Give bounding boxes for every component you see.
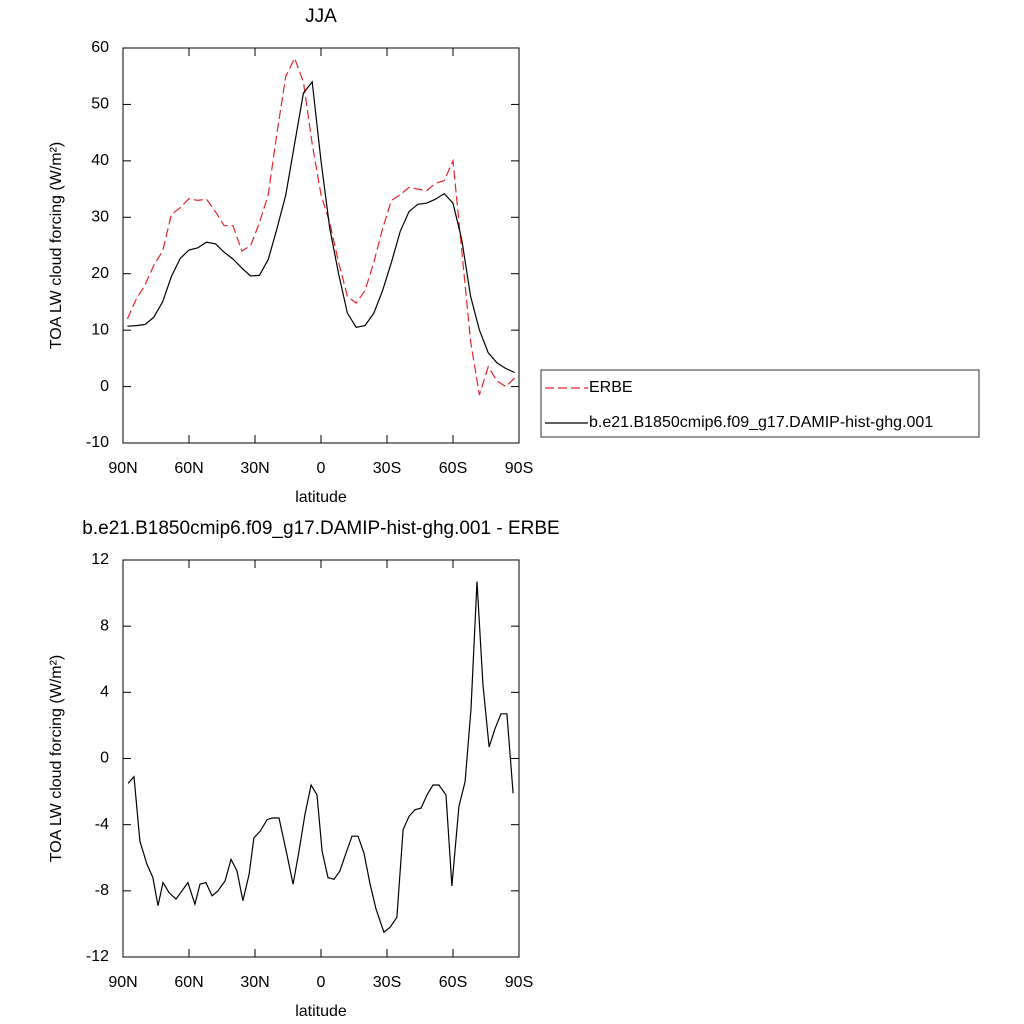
x-tick-label: 90N bbox=[108, 974, 137, 991]
plot-frame bbox=[122, 47, 520, 444]
x-tick-label: 90S bbox=[505, 974, 533, 991]
y-axis-label: TOA LW cloud forcing (W/m²) bbox=[48, 655, 65, 862]
x-axis-label: latitude bbox=[295, 489, 347, 506]
y-tick-label: -12 bbox=[86, 948, 109, 965]
y-tick-label: -4 bbox=[95, 816, 109, 833]
legend-label: b.e21.B1850cmip6.f09_g17.DAMIP-hist-ghg.… bbox=[589, 414, 933, 431]
x-tick-label: 30N bbox=[240, 460, 269, 477]
y-tick-label: -10 bbox=[86, 434, 109, 451]
y-tick-label: 12 bbox=[91, 551, 109, 568]
x-tick-label: 60N bbox=[174, 974, 203, 991]
x-tick-label: 60S bbox=[439, 460, 467, 477]
y-axis-label: TOA LW cloud forcing (W/m²) bbox=[48, 142, 65, 349]
chart-title: b.e21.B1850cmip6.f09_g17.DAMIP-hist-ghg.… bbox=[82, 518, 559, 539]
series-line bbox=[127, 80, 515, 374]
y-tick-label: 4 bbox=[100, 684, 109, 701]
x-tick-label: 60S bbox=[439, 974, 467, 991]
y-tick-label: 0 bbox=[100, 750, 109, 767]
plot-frame bbox=[122, 559, 520, 958]
series-line bbox=[127, 581, 514, 934]
series-line bbox=[126, 56, 516, 396]
y-tick-label: 10 bbox=[91, 321, 109, 338]
x-tick-label: 90N bbox=[108, 460, 137, 477]
x-tick-label: 30S bbox=[373, 460, 401, 477]
x-tick-label: 90S bbox=[505, 460, 533, 477]
y-tick-label: 50 bbox=[91, 96, 109, 113]
x-tick-label: 30N bbox=[240, 974, 269, 991]
x-tick-label: 30S bbox=[373, 974, 401, 991]
y-tick-label: 0 bbox=[100, 378, 109, 395]
x-tick-label: 60N bbox=[174, 460, 203, 477]
x-axis-label: latitude bbox=[295, 1003, 347, 1020]
y-tick-label: 8 bbox=[100, 617, 109, 634]
legend-box bbox=[540, 369, 980, 438]
x-tick-label: 0 bbox=[317, 974, 326, 991]
chart-title: JJA bbox=[305, 6, 337, 27]
y-tick-label: 20 bbox=[91, 265, 109, 282]
legend-label: ERBE bbox=[589, 379, 633, 396]
y-tick-label: 60 bbox=[91, 39, 109, 56]
y-tick-label: 30 bbox=[91, 209, 109, 226]
y-tick-label: 40 bbox=[91, 152, 109, 169]
y-tick-label: -8 bbox=[95, 882, 109, 899]
x-tick-label: 0 bbox=[317, 460, 326, 477]
